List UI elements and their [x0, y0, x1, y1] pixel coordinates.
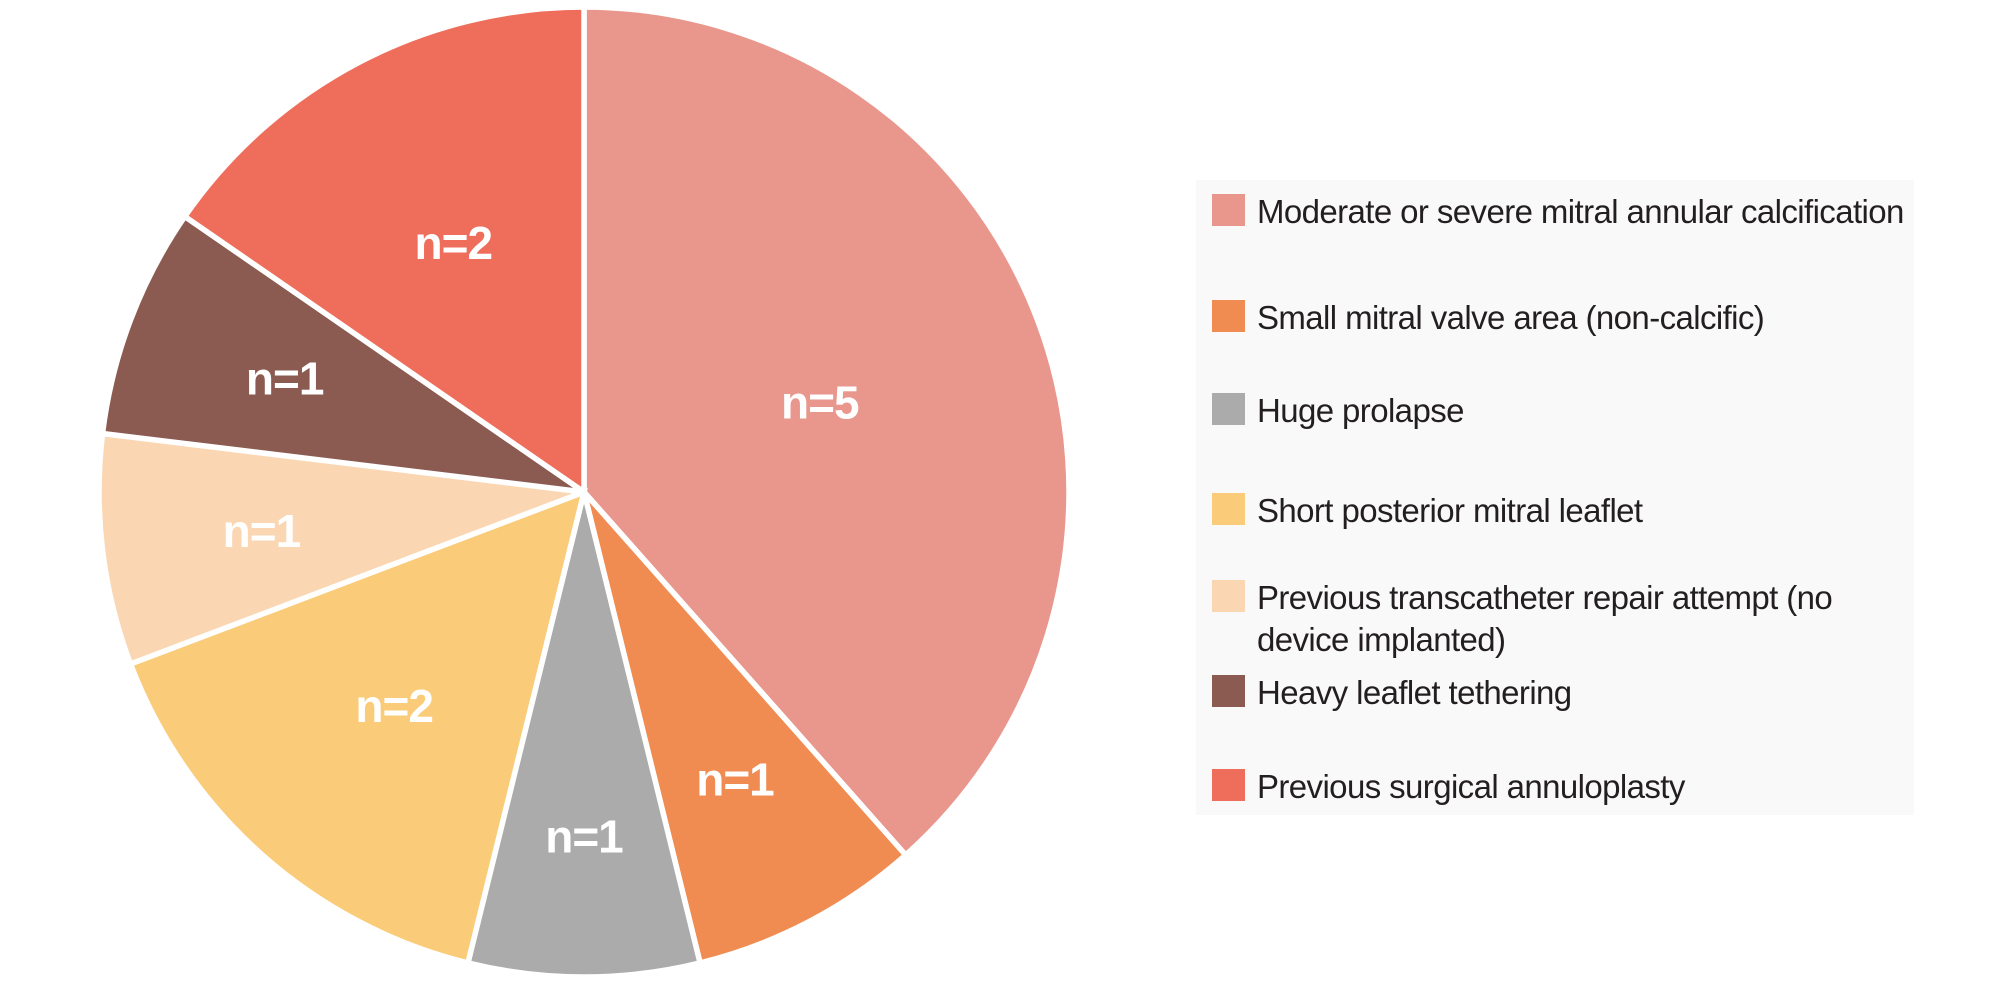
legend-swatch: [1212, 769, 1245, 801]
pie-slice-count-label-1: n=1: [696, 754, 774, 806]
pie-slice-count-label-6: n=2: [415, 217, 493, 269]
pie-slice-3: [126, 487, 588, 967]
pie-slice-5: [99, 212, 586, 495]
pie-slice-count-label-5: n=1: [246, 353, 324, 405]
legend-item: Small mitral valve area (non-calcific): [1212, 297, 1905, 339]
legend-label: Small mitral valve area (non-calcific): [1257, 299, 1765, 336]
legend-swatch: [1212, 580, 1245, 612]
legend-swatch: [1212, 194, 1245, 226]
pie-slice-6: [181, 4, 587, 498]
legend-label: Short posterior mitral leaflet: [1257, 492, 1643, 529]
legend-swatch: [1212, 300, 1245, 332]
legend-label: Moderate or severe mitral annular calcif…: [1257, 193, 1904, 230]
pie-slice-count-label-4: n=1: [223, 505, 301, 557]
pie-slice-count-label-2: n=1: [545, 810, 623, 862]
legend: Moderate or severe mitral annular calcif…: [1196, 180, 1914, 815]
legend-label: Heavy leaflet tethering: [1257, 674, 1572, 711]
legend-label: Huge prolapse: [1257, 392, 1464, 429]
legend-item: Huge prolapse: [1212, 390, 1905, 432]
pie-slice-4: [96, 430, 585, 668]
legend-label: Previous surgical annuloplasty: [1257, 768, 1685, 805]
pie-slice-1: [581, 490, 910, 967]
pie-slice-count-label-0: n=5: [781, 377, 859, 429]
pie-slice-2: [464, 491, 704, 980]
pie-slice-count-label-3: n=2: [355, 680, 433, 732]
legend-item: Previous surgical annuloplasty: [1212, 766, 1905, 808]
legend-item: Previous transcatheter repair attempt (n…: [1212, 577, 1905, 661]
legend-swatch: [1212, 675, 1245, 707]
legend-item: Heavy leaflet tethering: [1212, 672, 1905, 714]
legend-swatch: [1212, 493, 1245, 525]
legend-label: Previous transcatheter repair attempt (n…: [1257, 579, 1833, 658]
legend-item: Short posterior mitral leaflet: [1212, 490, 1905, 532]
legend-item: Moderate or severe mitral annular calcif…: [1212, 191, 1905, 233]
pie-slice-0: [581, 4, 1072, 859]
legend-swatch: [1212, 393, 1245, 425]
